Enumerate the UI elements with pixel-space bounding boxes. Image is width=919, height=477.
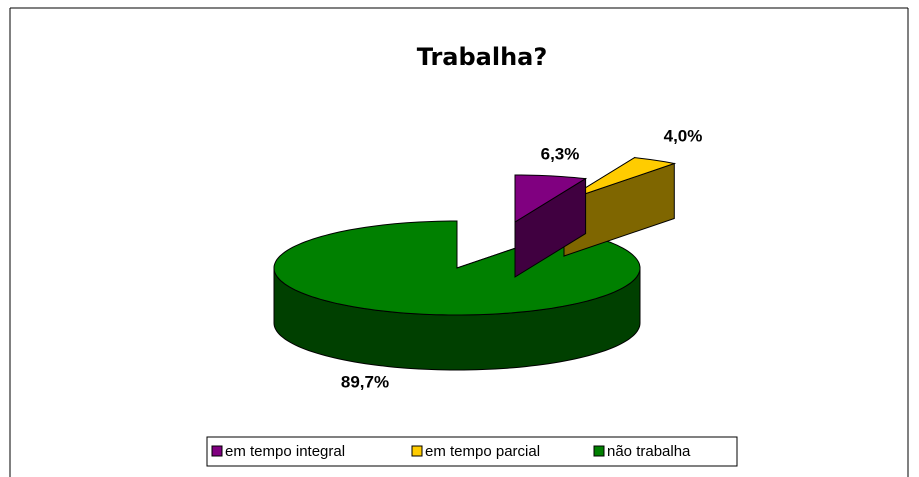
slice xyxy=(563,157,677,202)
legend-swatch xyxy=(211,445,223,457)
data-label: 4,0% xyxy=(664,126,703,145)
legend-label: não trabalha xyxy=(607,443,691,460)
data-label: 6,3% xyxy=(541,144,580,163)
legend-swatch xyxy=(411,445,423,457)
legend-label: em tempo integral xyxy=(225,443,345,460)
data-label: 89,7% xyxy=(341,372,389,391)
chart-title: Trabalha? xyxy=(417,43,548,71)
slice xyxy=(514,174,588,223)
legend-swatch xyxy=(593,445,605,457)
legend-label: em tempo parcial xyxy=(425,443,540,460)
legend xyxy=(206,436,738,467)
